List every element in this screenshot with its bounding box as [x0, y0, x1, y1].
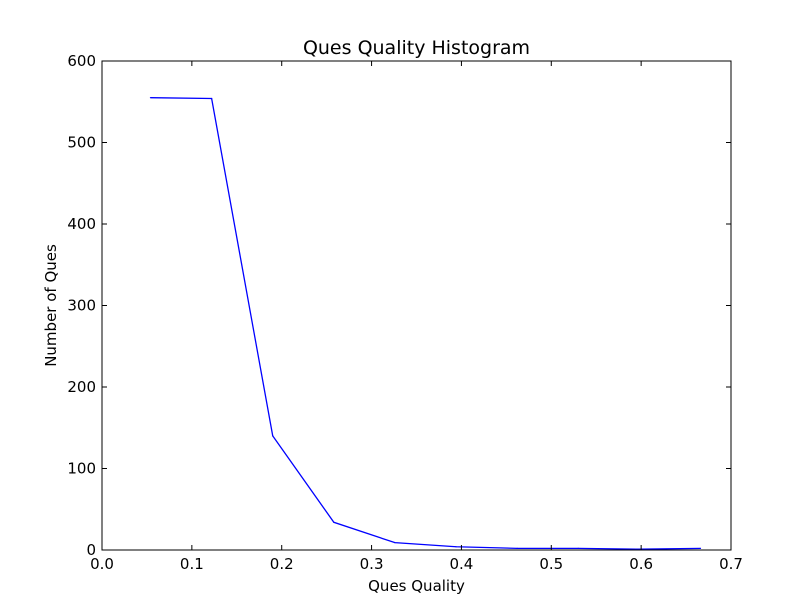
x-tick-label: 0.7 [719, 555, 743, 573]
x-tick-label: 0.6 [629, 555, 653, 573]
y-axis: 0 100 200 300 400 500 600 [67, 52, 731, 559]
y-tick-label: 100 [67, 460, 96, 478]
data-point [211, 97, 213, 100]
data-point [333, 521, 335, 523]
y-tick-label: 400 [67, 215, 96, 233]
x-tick-label: 0.1 [180, 555, 204, 573]
data-point [455, 546, 457, 548]
series-line-0 [150, 97, 701, 550]
y-tick-label: 600 [67, 52, 96, 70]
y-tick-label: 200 [67, 378, 96, 396]
data-point [577, 547, 579, 549]
x-tick-label: 0.4 [449, 555, 473, 573]
plot-area [149, 97, 702, 550]
data-point [699, 547, 702, 549]
x-axis-label: Ques Quality [368, 577, 465, 595]
y-tick-label: 300 [67, 297, 96, 315]
y-axis-label: Number of Ques [42, 244, 60, 367]
data-point [638, 548, 640, 550]
y-tick-label: 500 [67, 134, 96, 152]
data-point [272, 435, 274, 437]
data-point [394, 542, 396, 544]
data-point [149, 97, 152, 99]
y-tick-label: 0 [86, 541, 96, 559]
x-tick-label: 0.0 [90, 555, 114, 573]
chart-title: Ques Quality Histogram [303, 37, 530, 59]
x-tick-label: 0.2 [270, 555, 294, 573]
data-point [516, 547, 518, 549]
x-tick-label: 0.5 [539, 555, 563, 573]
x-axis: 0.0 0.1 0.2 0.3 0.4 0.5 0.6 0.7 [90, 61, 743, 573]
x-tick-label: 0.3 [360, 555, 384, 573]
